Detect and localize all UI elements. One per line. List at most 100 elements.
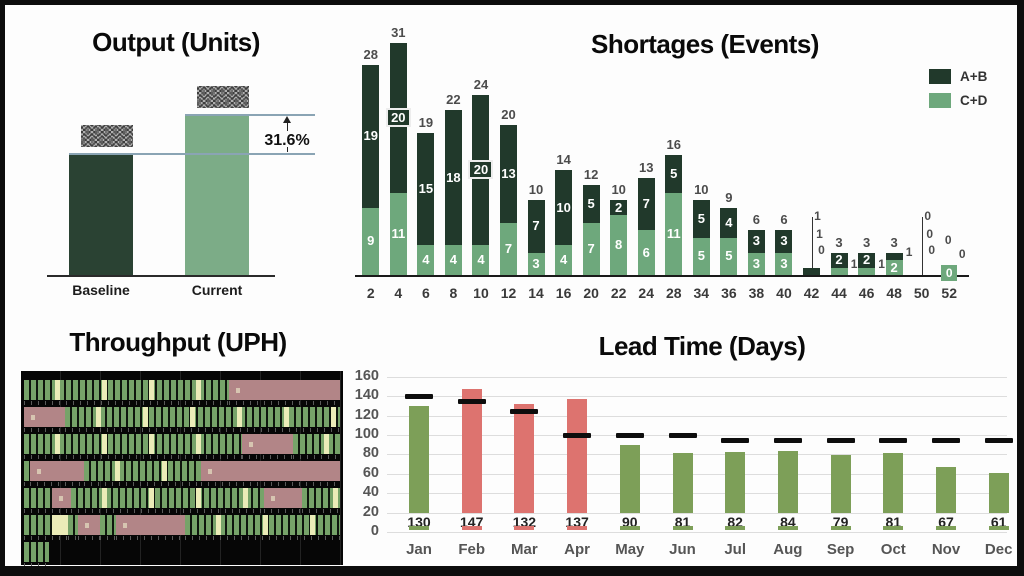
throughput-segment-down-6-6 [115,515,186,540]
shortages-xtick-46: 46 [858,285,875,301]
throughput-segment-down-2-1 [24,407,66,432]
shortages-bar-cd-36 [720,237,738,275]
shortages-bar-ab-46 [858,252,876,268]
throughput-lane-4 [24,461,340,486]
leadtime-month-Jun: Jun [669,541,696,558]
shortages-callout-line-50 [921,217,923,275]
output-delta-arrow-stem [286,122,288,131]
shortages-total-22: 10 [611,182,626,197]
throughput-segment-idle-7-2 [49,542,340,562]
leadtime-month-Feb: Feb [458,541,486,558]
throughput-segment-run-6-5 [99,515,116,540]
shortages-cd-value-6: 4 [422,252,430,267]
shortages-cd-value-52: 0 [944,233,952,247]
throughput-lane-6 [24,515,340,540]
shortages-bar-cd-2 [362,207,380,275]
leadtime-month-Dec: Dec [984,541,1013,558]
shortages-total-2: 28 [363,47,378,62]
throughput-lane-7 [24,542,340,566]
leadtime-baseline-tick-Nov [936,526,956,530]
shortages-bar-cd-28 [665,192,683,275]
shortages-bar-ab-16 [555,170,573,245]
shortages-bar-ab-20 [582,185,600,223]
leadtime-bar-Jun [672,453,693,513]
throughput-chart-title: Throughput (UPH) [69,327,287,357]
shortages-bar-cd-38 [747,252,765,275]
shortages-ab-value-34: 5 [697,210,705,226]
shortages-bar-ab-28 [665,155,683,193]
shortages-chart-plot: 9 19 28 2 11 20 31 4 4 15 19 6 4 18 22 8 4 20 24 10 7 13 20 12 3… [341,11,1017,317]
leadtime-month-Nov: Nov [931,541,961,558]
throughput-segment-run-5-1 [24,488,53,513]
leadtime-ytick-160: 160 [354,367,379,384]
throughput-segment-down-6-4 [77,515,100,540]
shortages-bar-ab-6 [417,132,435,245]
output-delta-label: 31.6% [264,132,310,149]
throughput-segment-run-7-1 [24,542,50,566]
shortages-xtick-22: 22 [610,285,627,301]
shortages-bar-ab-40 [775,230,793,253]
leadtime-target-Jan [405,394,433,400]
leadtime-gridline-60 [387,473,1007,475]
throughput-segment-run-6-1 [24,515,53,540]
shortages-bar-ab-8 [444,110,462,245]
legend-label: C+D [960,93,988,108]
leadtime-target-Nov [932,437,960,443]
shortages-ab-value-48: 1 [905,245,913,259]
throughput-lane-5 [24,488,340,513]
shortages-total-20: 12 [583,167,599,182]
output-redacted-value-baseline [81,125,133,147]
throughput-segment-run-6-3 [68,515,79,540]
shortages-xtick-42: 42 [803,285,820,301]
shortages-cd-value-40: 3 [780,255,788,271]
shortages-xtick-38: 38 [748,285,765,301]
shortages-total-50: 0 [924,209,932,223]
throughput-segment-run-4-1 [24,461,31,486]
output-chart-plot: Baseline Current 31.6% [11,11,341,311]
shortages-xtick-20: 20 [583,285,599,301]
throughput-segment-down-5-4 [264,488,303,513]
shortages-bar-cd-48 [885,260,903,275]
shortages-cd-value-50: 0 [928,243,936,257]
shortages-callout-line-42 [811,217,813,268]
leadtime-month-Apr: Apr [564,541,591,558]
shortages-cd-value-36: 5 [725,248,733,264]
leadtime-bar-Sep [830,455,851,513]
leadtime-bar-Apr [567,399,588,513]
leadtime-gridline-80 [387,454,1007,456]
shortages-zero-chip-52: 0 [941,265,958,281]
leadtime-baseline-tick-Aug [777,526,798,530]
shortages-total-12: 20 [501,107,516,122]
shortages-ab-value-36: 4 [725,214,733,230]
shortages-axis-line [355,275,969,277]
shortages-bar-cd-22 [610,215,628,275]
shortages-chart: Shortages (Events) 9 19 28 2 11 20 31 4 4 15 19 6 4 1… [341,11,1017,317]
leadtime-month-Jul: Jul [724,541,747,558]
shortages-bar-cd-44 [830,267,848,275]
shortages-bar-ab-22 [610,200,628,215]
shortages-cd-value-8: 4 [449,252,458,267]
leadtime-gridline-140 [387,396,1007,398]
shortages-total-44: 3 [835,234,843,250]
leadtime-ytick-0: 0 [370,523,379,539]
shortages-total-4: 31 [391,24,406,40]
shortages-cd-value-38: 3 [752,255,761,271]
legend-swatch-CD [929,93,951,108]
shortages-legend: A+B C+D [929,69,987,117]
leadtime-target-Dec [984,437,1013,443]
leadtime-target-Oct [879,437,908,443]
shortages-ab-value-44: 2 [835,252,843,267]
shortages-xtick-12: 12 [500,285,517,301]
shortages-total-34: 10 [694,182,709,197]
shortages-ab-value-4: 20 [385,107,411,127]
throughput-lane-2 [24,407,340,432]
output-redacted-value-current [197,86,249,108]
shortages-ab-value-10: 20 [468,160,494,179]
shortages-ab-value-20: 5 [587,195,595,211]
throughput-segment-run-3-1 [24,434,243,459]
shortages-total-48: 3 [890,234,898,250]
throughput-segment-down-4-4 [200,461,340,486]
shortages-xtick-16: 16 [555,285,572,301]
shortages-cd-value-10: 4 [477,252,485,267]
shortages-cd-value-22: 8 [615,237,623,252]
